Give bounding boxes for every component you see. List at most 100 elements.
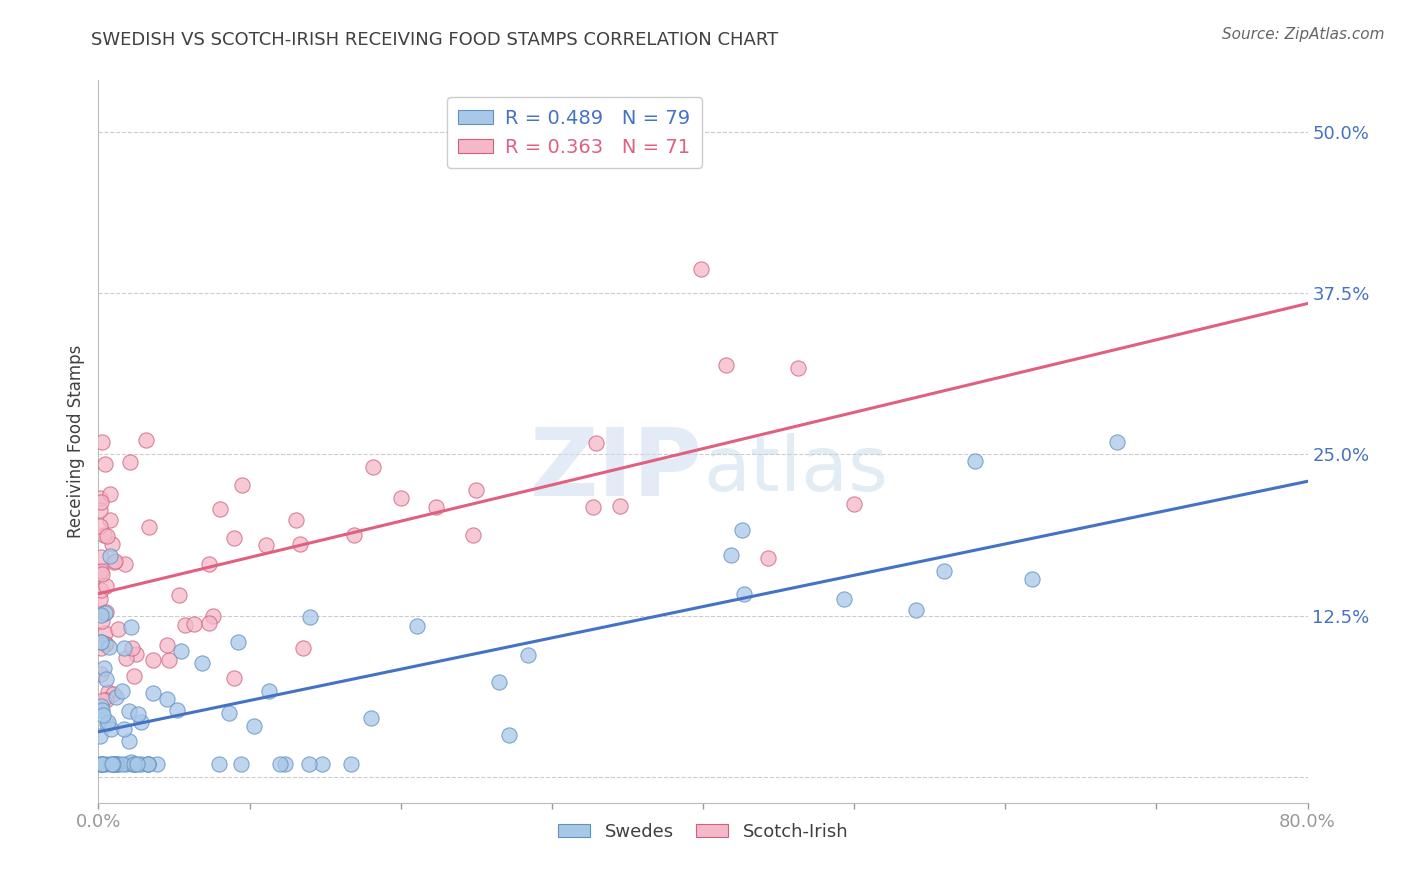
Point: [91, 757, 114, 772]
Point: [94, 672, 117, 686]
Point: [231, 478, 253, 492]
Point: [360, 711, 382, 725]
Point: [93, 693, 115, 707]
Point: [125, 647, 148, 661]
Point: [389, 491, 412, 506]
Point: [125, 757, 148, 772]
Point: [90, 564, 112, 578]
Point: [209, 502, 232, 516]
Point: [174, 618, 197, 632]
Point: [156, 692, 179, 706]
Point: [90, 698, 112, 713]
Point: [145, 757, 167, 772]
Point: [122, 757, 145, 772]
Point: [157, 653, 180, 667]
Point: [170, 644, 193, 658]
Point: [93, 708, 115, 723]
Point: [138, 520, 160, 534]
Point: [91, 614, 114, 628]
Point: [94, 637, 117, 651]
Point: [97, 714, 120, 729]
Point: [101, 687, 124, 701]
Point: [222, 671, 245, 685]
Point: [127, 707, 149, 722]
Point: [114, 557, 136, 571]
Point: [291, 640, 314, 655]
Point: [89, 730, 111, 744]
Point: [90, 666, 112, 681]
Point: [733, 587, 755, 601]
Point: [91, 757, 114, 772]
Point: [298, 757, 321, 772]
Point: [229, 757, 252, 772]
Point: [142, 653, 165, 667]
Point: [115, 757, 138, 772]
Point: [120, 620, 142, 634]
Point: [120, 755, 142, 769]
Point: [103, 757, 125, 772]
Point: [361, 459, 384, 474]
Point: [298, 609, 321, 624]
Point: [129, 715, 152, 730]
Point: [243, 719, 266, 733]
Point: [100, 722, 122, 736]
Point: [183, 617, 205, 632]
Point: [311, 757, 333, 772]
Point: [98, 487, 121, 501]
Point: [136, 757, 159, 772]
Point: [94, 457, 117, 471]
Point: [103, 555, 125, 569]
Point: [103, 757, 125, 772]
Point: [582, 500, 605, 514]
Point: [121, 640, 143, 655]
Point: [905, 603, 928, 617]
Point: [89, 756, 111, 771]
Point: [94, 607, 117, 621]
Point: [285, 513, 308, 527]
Point: [96, 529, 118, 543]
Point: [97, 640, 120, 654]
Point: [136, 757, 159, 772]
Point: [98, 549, 121, 563]
Point: [166, 703, 188, 717]
Point: [93, 528, 115, 542]
Point: [963, 454, 986, 468]
Point: [90, 583, 112, 598]
Point: [156, 639, 179, 653]
Point: [94, 605, 117, 619]
Point: [136, 757, 159, 772]
Text: SWEDISH VS SCOTCH-IRISH RECEIVING FOOD STAMPS CORRELATION CHART: SWEDISH VS SCOTCH-IRISH RECEIVING FOOD S…: [91, 31, 779, 49]
Point: [274, 757, 297, 772]
Point: [197, 557, 219, 571]
Point: [90, 549, 112, 564]
Point: [89, 592, 111, 607]
Point: [756, 551, 779, 566]
Point: [425, 500, 447, 515]
Text: atlas: atlas: [703, 434, 887, 508]
Point: [94, 693, 117, 707]
Point: [269, 757, 291, 772]
Point: [91, 434, 114, 449]
Point: [844, 497, 866, 511]
Point: [89, 503, 111, 517]
Point: [198, 615, 221, 630]
Point: [94, 636, 117, 650]
Point: [463, 528, 485, 542]
Point: [114, 651, 136, 665]
Point: [257, 683, 280, 698]
Point: [121, 757, 143, 772]
Point: [226, 634, 249, 648]
Point: [89, 491, 111, 506]
Point: [609, 499, 631, 513]
Point: [118, 704, 141, 718]
Point: [104, 757, 127, 772]
Point: [406, 619, 429, 633]
Point: [90, 635, 112, 649]
Point: [98, 513, 121, 527]
Point: [720, 548, 742, 562]
Point: [517, 648, 540, 663]
Point: [129, 757, 152, 772]
Point: [122, 668, 145, 682]
Point: [1105, 435, 1128, 450]
Point: [91, 703, 114, 717]
